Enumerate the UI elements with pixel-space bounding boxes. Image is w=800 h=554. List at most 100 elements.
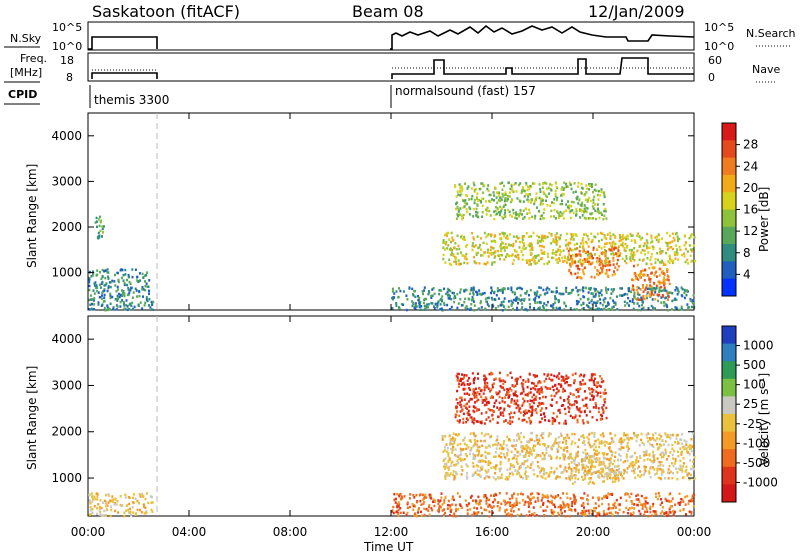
power-cell	[527, 195, 530, 198]
velocity-cell	[602, 470, 605, 473]
velocity-cell	[554, 477, 557, 480]
velocity-cell	[529, 422, 532, 425]
velocity-cell	[532, 374, 535, 377]
power-cell	[449, 289, 452, 293]
power-cell	[115, 308, 118, 311]
power-cell	[676, 248, 679, 251]
power-cell	[487, 248, 490, 252]
velocity-cell	[133, 501, 135, 505]
velocity-cell	[477, 495, 480, 499]
power-cell	[657, 258, 659, 262]
velocity-cell	[591, 416, 594, 419]
velocity-cell	[581, 379, 584, 382]
power-cell	[471, 244, 474, 248]
velocity-cell	[544, 509, 547, 512]
power-cell	[578, 288, 581, 292]
velocity-cell	[448, 465, 451, 469]
velocity-cell	[510, 509, 513, 513]
velocity-cell	[465, 406, 467, 409]
power-cell	[514, 254, 517, 258]
velocity-cell	[559, 464, 562, 468]
power-cell	[569, 254, 572, 258]
power-cell	[450, 297, 453, 301]
velocity-cell	[662, 455, 665, 459]
velocity-cell	[644, 510, 646, 513]
velocity-cell	[473, 457, 476, 460]
velocity-cell	[485, 471, 488, 474]
power-cell	[578, 209, 581, 212]
velocity-cell	[600, 472, 603, 476]
velocity-cbar-label: Velocity [m s⁻¹]	[757, 373, 771, 466]
velocity-cell	[150, 495, 153, 499]
velocity-cell	[550, 379, 553, 382]
power-cell	[654, 236, 657, 239]
power-cell	[466, 307, 469, 311]
velocity-cell	[669, 511, 672, 514]
velocity-cell	[610, 437, 613, 440]
power-cell	[470, 288, 473, 291]
power-cell	[148, 279, 151, 282]
velocity-cell	[107, 493, 110, 496]
power-cell	[534, 262, 537, 265]
power-cell	[496, 191, 499, 195]
power-cell	[640, 298, 643, 302]
velocity-cell	[550, 466, 553, 470]
velocity-cell	[574, 414, 577, 417]
velocity-cell	[685, 443, 688, 446]
power-cell	[615, 295, 618, 298]
power-cell	[680, 307, 683, 311]
power-cell	[519, 182, 522, 185]
velocity-cell	[456, 443, 459, 447]
power-cell	[616, 262, 618, 266]
power-cell	[393, 296, 396, 299]
velocity-cell	[431, 509, 434, 512]
power-cell	[596, 272, 598, 276]
power-cell	[421, 290, 424, 293]
power-cell	[433, 305, 435, 308]
velocity-cell	[582, 503, 585, 506]
power-cell	[414, 302, 417, 305]
velocity-cell	[455, 507, 458, 511]
velocity-cell	[590, 378, 593, 382]
power-cell	[119, 293, 122, 297]
power-cell	[628, 304, 630, 307]
power-cell	[472, 238, 475, 241]
power-cell	[125, 299, 128, 302]
power-cell	[561, 214, 564, 217]
power-cell	[603, 214, 606, 217]
velocity-cell	[458, 495, 461, 498]
power-cell	[450, 251, 453, 255]
velocity-cell	[682, 465, 685, 468]
power-cell	[103, 288, 106, 291]
velocity-cell	[501, 400, 504, 403]
velocity-cell	[455, 375, 458, 378]
velocity-cell	[511, 376, 513, 379]
power-cbar-swatch	[722, 140, 736, 159]
power-cell	[666, 244, 669, 248]
power-cell	[592, 248, 595, 252]
power-cell	[507, 300, 510, 303]
power-cell	[572, 233, 575, 236]
velocity-cell	[652, 433, 655, 436]
velocity-cell	[550, 501, 553, 505]
power-cell	[493, 199, 495, 202]
power-cell	[148, 304, 150, 307]
power-cell	[570, 187, 573, 191]
velocity-cell	[456, 376, 459, 379]
velocity-cell	[508, 412, 511, 416]
power-cell	[496, 207, 499, 210]
velocity-cell	[523, 418, 526, 422]
power-cell	[598, 291, 601, 295]
power-cell	[471, 194, 474, 198]
velocity-cell	[576, 418, 579, 422]
velocity-cell	[471, 473, 474, 477]
power-cell	[510, 186, 513, 190]
power-cell	[131, 275, 134, 279]
power-cell	[504, 215, 507, 218]
velocity-cell	[498, 395, 501, 399]
velocity-cell	[488, 498, 491, 502]
velocity-cell	[637, 493, 640, 497]
velocity-cell	[601, 414, 603, 418]
power-cell	[413, 306, 416, 309]
power-cell	[399, 289, 402, 293]
